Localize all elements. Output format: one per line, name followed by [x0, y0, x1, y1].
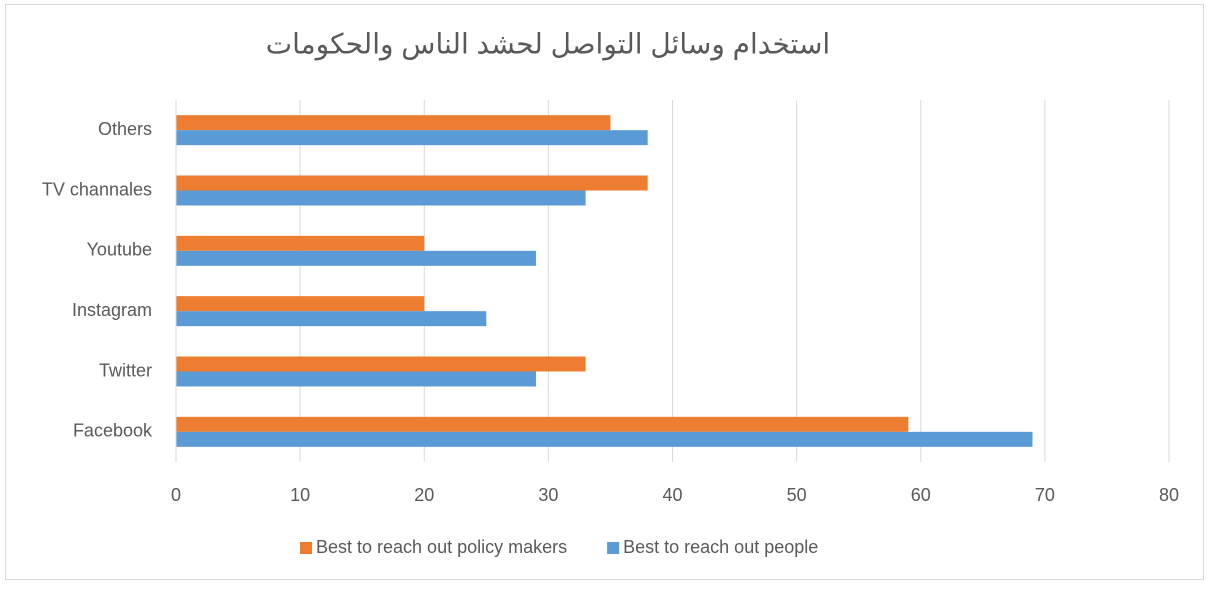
bar	[176, 115, 611, 131]
bar	[176, 250, 536, 266]
y-tick-label: TV channales	[42, 179, 152, 199]
y-tick-label: Youtube	[87, 240, 152, 260]
bar	[176, 235, 425, 251]
x-tick-label: 10	[290, 485, 310, 505]
x-tick-label: 40	[662, 485, 682, 505]
bar	[176, 175, 648, 191]
bar	[176, 296, 425, 312]
x-tick-label: 0	[171, 485, 181, 505]
legend-label: Best to reach out people	[623, 537, 818, 557]
x-tick-label: 20	[414, 485, 434, 505]
y-tick-label: Facebook	[73, 421, 153, 441]
chart-title: استخدام وسائل التواصل لحشد الناس والحكوم…	[266, 28, 830, 60]
x-tick-label: 60	[911, 485, 931, 505]
bar	[176, 416, 909, 432]
y-tick-label: Twitter	[99, 360, 152, 380]
bar	[176, 130, 648, 146]
legend-swatch	[607, 542, 620, 554]
bar	[176, 431, 1033, 447]
y-tick-label: Others	[98, 119, 152, 139]
x-tick-label: 50	[787, 485, 807, 505]
bar	[176, 371, 536, 387]
y-tick-label: Instagram	[72, 300, 152, 320]
legend-swatch	[300, 542, 312, 554]
bar	[176, 311, 487, 327]
x-tick-label: 80	[1159, 485, 1179, 505]
bar	[176, 190, 586, 206]
bar	[176, 356, 586, 372]
legend-label: Best to reach out policy makers	[316, 537, 567, 557]
x-tick-label: 30	[538, 485, 558, 505]
x-tick-label: 70	[1035, 485, 1055, 505]
chart-border	[5, 4, 1204, 580]
